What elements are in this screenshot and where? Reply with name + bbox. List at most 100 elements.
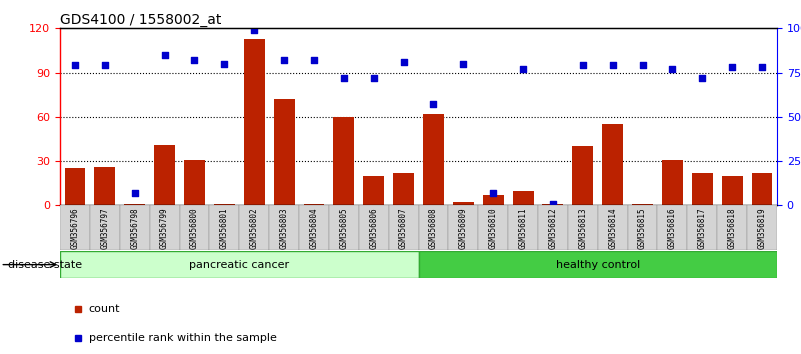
Point bbox=[666, 66, 678, 72]
Bar bbox=[60, 251, 418, 278]
Point bbox=[159, 52, 171, 58]
Point bbox=[69, 63, 82, 68]
Text: GSM356810: GSM356810 bbox=[489, 207, 497, 249]
Bar bbox=[423, 114, 444, 205]
Text: GSM356802: GSM356802 bbox=[250, 207, 259, 249]
Text: GSM356800: GSM356800 bbox=[190, 207, 199, 249]
Point bbox=[368, 75, 380, 81]
Point bbox=[577, 63, 590, 68]
FancyBboxPatch shape bbox=[239, 205, 269, 250]
Text: GSM356809: GSM356809 bbox=[459, 207, 468, 249]
Text: GSM356803: GSM356803 bbox=[280, 207, 288, 249]
Bar bbox=[722, 176, 743, 205]
FancyBboxPatch shape bbox=[538, 205, 568, 250]
Text: GSM356808: GSM356808 bbox=[429, 207, 438, 249]
Point bbox=[726, 64, 739, 70]
Bar bbox=[184, 160, 205, 205]
Point bbox=[517, 66, 529, 72]
FancyBboxPatch shape bbox=[747, 205, 777, 250]
Bar bbox=[364, 176, 384, 205]
Point bbox=[755, 64, 768, 70]
Text: GSM356817: GSM356817 bbox=[698, 207, 706, 249]
Point bbox=[546, 201, 559, 206]
Text: GSM356811: GSM356811 bbox=[518, 207, 528, 249]
Point bbox=[99, 63, 111, 68]
Text: GSM356804: GSM356804 bbox=[309, 207, 319, 249]
Bar bbox=[418, 251, 777, 278]
Point bbox=[606, 63, 619, 68]
Text: healthy control: healthy control bbox=[556, 259, 640, 270]
FancyBboxPatch shape bbox=[687, 205, 717, 250]
Bar bbox=[274, 99, 295, 205]
Bar bbox=[154, 145, 175, 205]
Point bbox=[636, 63, 649, 68]
Point bbox=[128, 190, 141, 196]
Text: GSM356812: GSM356812 bbox=[549, 207, 557, 249]
Text: GSM356806: GSM356806 bbox=[369, 207, 378, 249]
FancyBboxPatch shape bbox=[717, 205, 747, 250]
FancyBboxPatch shape bbox=[418, 205, 449, 250]
Point bbox=[696, 75, 709, 81]
FancyBboxPatch shape bbox=[478, 205, 508, 250]
FancyBboxPatch shape bbox=[359, 205, 388, 250]
Text: GSM356816: GSM356816 bbox=[668, 207, 677, 249]
Bar bbox=[65, 169, 86, 205]
Text: GSM356814: GSM356814 bbox=[608, 207, 618, 249]
Text: GSM356805: GSM356805 bbox=[340, 207, 348, 249]
Text: count: count bbox=[89, 304, 120, 314]
Text: pancreatic cancer: pancreatic cancer bbox=[189, 259, 289, 270]
Bar bbox=[214, 204, 235, 205]
Bar bbox=[632, 204, 653, 205]
Point bbox=[218, 61, 231, 67]
FancyBboxPatch shape bbox=[628, 205, 658, 250]
Bar bbox=[751, 173, 772, 205]
Bar bbox=[95, 167, 115, 205]
FancyBboxPatch shape bbox=[449, 205, 478, 250]
Text: disease state: disease state bbox=[8, 260, 83, 270]
Text: GSM356798: GSM356798 bbox=[131, 207, 139, 249]
Bar bbox=[573, 146, 594, 205]
FancyBboxPatch shape bbox=[60, 205, 90, 250]
Text: GSM356819: GSM356819 bbox=[758, 207, 767, 249]
Bar bbox=[333, 117, 354, 205]
FancyBboxPatch shape bbox=[269, 205, 299, 250]
Point bbox=[487, 190, 500, 196]
Bar bbox=[244, 39, 264, 205]
FancyBboxPatch shape bbox=[299, 205, 329, 250]
FancyBboxPatch shape bbox=[209, 205, 239, 250]
Text: percentile rank within the sample: percentile rank within the sample bbox=[89, 333, 276, 343]
FancyBboxPatch shape bbox=[508, 205, 538, 250]
Bar bbox=[393, 173, 414, 205]
Text: GSM356796: GSM356796 bbox=[70, 207, 79, 249]
FancyBboxPatch shape bbox=[179, 205, 209, 250]
Point bbox=[248, 27, 260, 33]
Bar bbox=[304, 204, 324, 205]
Bar bbox=[513, 190, 533, 205]
FancyBboxPatch shape bbox=[388, 205, 418, 250]
Point bbox=[337, 75, 350, 81]
Point bbox=[188, 57, 201, 63]
Bar bbox=[692, 173, 713, 205]
Text: GSM356813: GSM356813 bbox=[578, 207, 587, 249]
Point bbox=[397, 59, 410, 65]
Text: GSM356807: GSM356807 bbox=[399, 207, 408, 249]
Bar bbox=[483, 195, 504, 205]
Text: GSM356815: GSM356815 bbox=[638, 207, 647, 249]
Bar bbox=[124, 204, 145, 205]
Text: GSM356797: GSM356797 bbox=[100, 207, 110, 249]
Text: GSM356818: GSM356818 bbox=[727, 207, 737, 249]
FancyBboxPatch shape bbox=[90, 205, 120, 250]
FancyBboxPatch shape bbox=[568, 205, 598, 250]
Bar bbox=[542, 204, 563, 205]
Point bbox=[457, 61, 469, 67]
Bar bbox=[453, 202, 473, 205]
FancyBboxPatch shape bbox=[120, 205, 150, 250]
Text: GSM356801: GSM356801 bbox=[219, 207, 229, 249]
FancyBboxPatch shape bbox=[598, 205, 628, 250]
Point bbox=[308, 57, 320, 63]
Text: GSM356799: GSM356799 bbox=[160, 207, 169, 249]
Bar bbox=[662, 160, 683, 205]
FancyBboxPatch shape bbox=[329, 205, 359, 250]
Text: GDS4100 / 1558002_at: GDS4100 / 1558002_at bbox=[60, 13, 221, 27]
FancyBboxPatch shape bbox=[658, 205, 687, 250]
